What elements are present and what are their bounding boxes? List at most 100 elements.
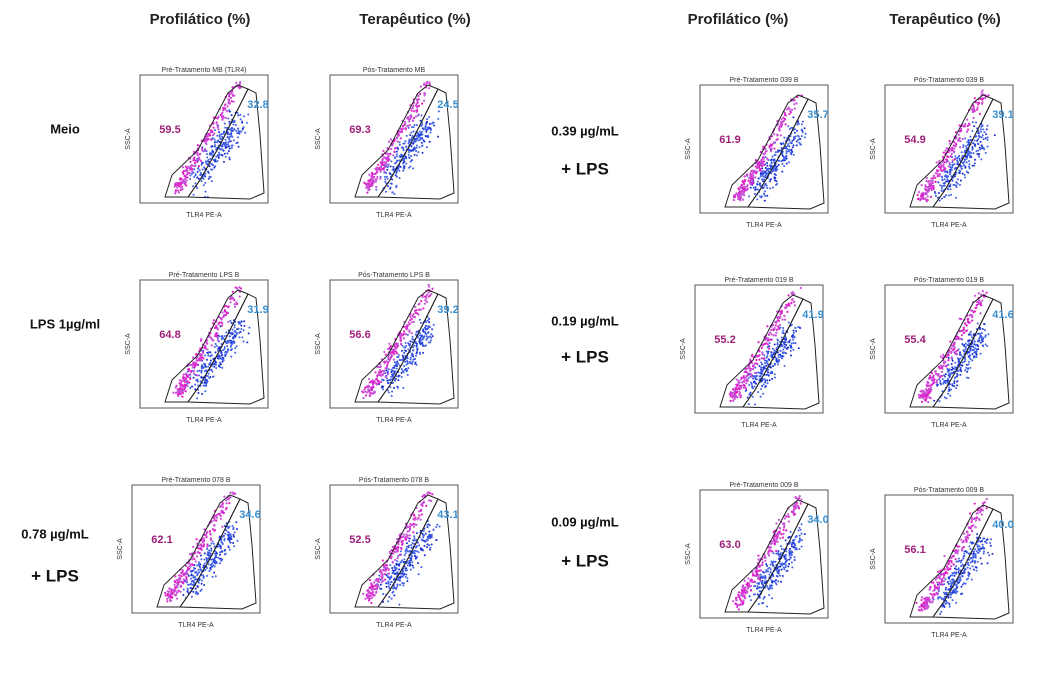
event-dot [968,160,970,162]
event-dot [231,114,233,116]
event-dot [212,151,214,153]
y-axis-label: SSC-A [685,543,692,565]
event-dot [764,343,766,345]
event-dot [780,143,782,145]
event-dot [795,145,797,147]
event-dot [407,125,409,127]
event-dot [206,156,208,158]
event-dot [407,374,409,376]
event-dot [788,161,790,163]
event-dot [172,392,174,394]
event-dot [186,168,188,170]
event-dot [217,557,219,559]
event-dot [981,144,983,146]
event-dot [778,320,780,322]
event-dot [791,109,793,111]
event-dot [788,113,790,115]
event-dot [429,141,431,143]
event-dot [425,333,427,335]
event-dot [804,136,806,138]
event-dot [777,134,779,136]
event-dot [756,183,758,185]
event-dot [966,171,968,173]
event-dot [418,340,420,342]
event-dot [398,604,400,606]
event-dot [772,329,774,331]
event-dot [771,155,773,157]
event-dot [436,524,438,526]
event-dot [401,146,403,148]
event-dot [196,359,198,361]
event-dot [376,378,378,380]
event-dot [982,290,984,292]
event-dot [415,331,417,333]
blue-percent: 32.8 [247,99,268,111]
column-header: Terapêutico (%) [359,11,470,28]
event-dot [174,586,176,588]
event-dot [220,317,222,319]
event-dot [381,571,383,573]
event-dot [941,187,943,189]
event-dot [773,169,775,171]
event-dot [794,327,796,329]
event-dot [223,161,225,163]
event-dot [985,344,987,346]
blue-percent: 24.5 [437,99,458,111]
event-dot [248,332,250,334]
event-dot [188,381,190,383]
event-dot [210,564,212,566]
event-dot [203,384,205,386]
event-dot [421,142,423,144]
event-dot [932,185,934,187]
event-dot [406,324,408,326]
event-dot [227,534,229,536]
event-dot [405,568,407,570]
event-dot [934,371,936,373]
event-dot [761,363,763,365]
event-dot [241,336,243,338]
event-dot [942,383,944,385]
event-dot [791,298,793,300]
event-dot [371,589,373,591]
event-dot [194,576,196,578]
event-dot [409,316,411,318]
event-dot [428,523,430,525]
event-dot [213,366,215,368]
event-dot [756,363,758,365]
event-dot [397,546,399,548]
event-dot [751,376,753,378]
event-dot [774,344,776,346]
event-dot [399,584,401,586]
event-dot [939,400,941,402]
event-dot [940,169,942,171]
event-dot [761,353,763,355]
event-dot [409,528,411,530]
event-dot [733,199,735,201]
event-dot [748,384,750,386]
event-dot [786,148,788,150]
event-dot [183,374,185,376]
event-dot [795,102,797,104]
event-dot [740,378,742,380]
event-dot [234,352,236,354]
event-dot [231,127,233,129]
event-dot [211,371,213,373]
event-dot [974,97,976,99]
event-dot [234,330,236,332]
event-dot [766,355,768,357]
event-dot [984,329,986,331]
event-dot [952,159,954,161]
event-dot [204,346,206,348]
event-dot [195,588,197,590]
event-dot [785,156,787,158]
event-dot [944,171,946,173]
event-dot [408,149,410,151]
event-dot [426,538,428,540]
event-dot [979,312,981,314]
event-dot [233,342,235,344]
event-dot [950,351,952,353]
event-dot [941,176,943,178]
event-dot [413,550,415,552]
event-dot [233,128,235,130]
event-dot [400,129,402,131]
